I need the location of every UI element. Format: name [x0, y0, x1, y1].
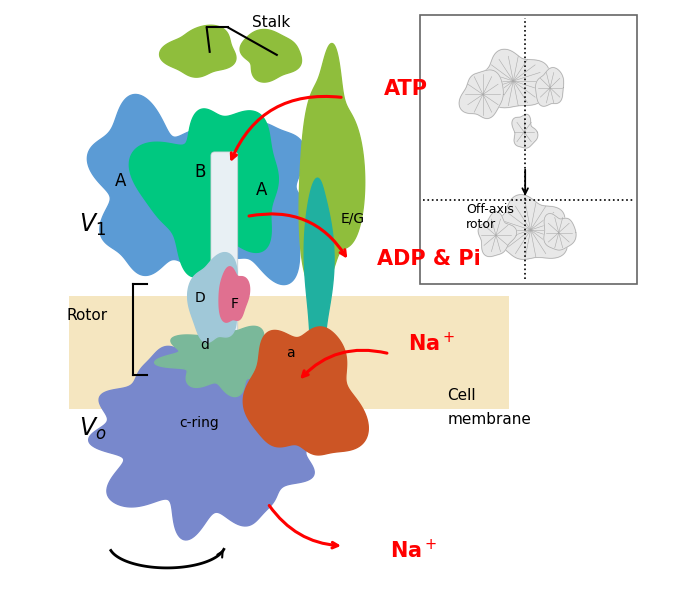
Text: E/G: E/G: [341, 212, 365, 226]
Polygon shape: [304, 178, 334, 372]
Text: membrane: membrane: [447, 412, 531, 427]
Text: Rotor: Rotor: [66, 308, 108, 323]
Polygon shape: [130, 109, 279, 277]
Bar: [69, 296, 509, 409]
Polygon shape: [536, 68, 564, 106]
Text: A: A: [115, 172, 127, 190]
Polygon shape: [478, 212, 517, 257]
Text: Stalk: Stalk: [253, 15, 290, 30]
Polygon shape: [89, 332, 325, 540]
Polygon shape: [475, 49, 550, 108]
FancyBboxPatch shape: [211, 152, 238, 373]
Text: ADP & Pi: ADP & Pi: [377, 249, 481, 270]
Polygon shape: [489, 195, 567, 259]
Polygon shape: [88, 95, 233, 276]
Text: Na$^+$: Na$^+$: [408, 331, 455, 355]
FancyBboxPatch shape: [420, 15, 637, 284]
Text: Na$^+$: Na$^+$: [390, 539, 437, 562]
Polygon shape: [219, 267, 250, 322]
Polygon shape: [188, 253, 237, 342]
Polygon shape: [459, 70, 503, 118]
Polygon shape: [155, 317, 295, 396]
Polygon shape: [299, 43, 365, 289]
Polygon shape: [197, 123, 308, 285]
Polygon shape: [512, 114, 538, 148]
Text: A: A: [256, 181, 267, 199]
Text: B: B: [195, 163, 206, 181]
Text: d: d: [201, 338, 209, 352]
Polygon shape: [160, 25, 236, 77]
Polygon shape: [544, 214, 576, 250]
Text: V$_1$: V$_1$: [78, 212, 106, 238]
Text: c-ring: c-ring: [179, 416, 219, 430]
Text: V$_o$: V$_o$: [78, 416, 106, 442]
Text: ATP: ATP: [384, 79, 428, 99]
Text: a: a: [286, 346, 295, 360]
Text: D: D: [195, 291, 205, 305]
Polygon shape: [240, 29, 302, 82]
Polygon shape: [244, 327, 368, 455]
Text: Cell: Cell: [447, 387, 476, 403]
Text: Off-axis
rotor: Off-axis rotor: [466, 203, 514, 231]
Text: F: F: [231, 297, 239, 311]
